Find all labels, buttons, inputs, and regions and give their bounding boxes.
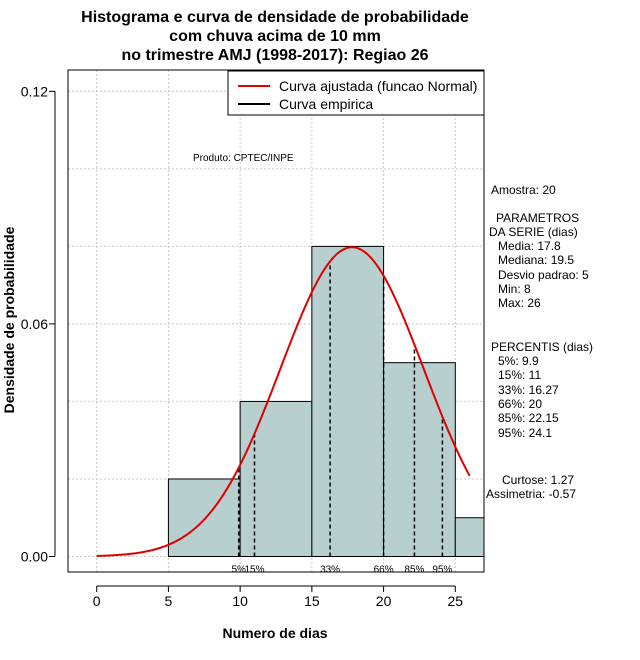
legend-box: [227, 70, 485, 116]
x-tick-label: 10: [232, 593, 248, 609]
statistics-panel: Amostra: 20 PARAMETROS DA SERIE (dias) M…: [486, 183, 593, 501]
curves: [96, 246, 471, 557]
fitted-normal-curve: [96, 246, 471, 557]
x-tick-label: 5: [165, 593, 173, 609]
percentile-lines: 5%15% 33% 66% 85% 95%: [231, 261, 453, 575]
percentile-label: 66%: [374, 564, 394, 575]
y-tick-label: 0.06: [21, 316, 48, 332]
chart-title-line-1: Histograma e curva de densidade de proba…: [81, 9, 469, 26]
kurtosis: Curtose: 1.27: [502, 473, 574, 487]
histogram-bar: [239, 400, 313, 557]
histogram-bar: [454, 517, 485, 557]
x-tick-label: 20: [376, 593, 392, 609]
legend-empirical-label: Curva empirica: [279, 96, 373, 112]
x-tick-label: 0: [93, 593, 101, 609]
chart-title-line-2: com chuva acima de 10 mm: [169, 28, 381, 45]
skewness: Assimetria: -0.57: [486, 487, 576, 501]
param-median: Mediana: 19.5: [498, 253, 574, 267]
percentile-85: 85%: 22.15: [498, 411, 559, 425]
y-axis-label: Densidade de probabilidade: [1, 226, 17, 413]
legend: Curva ajustada (funcao Normal) Curva emp…: [227, 70, 485, 116]
percentile-33: 33%: 16.27: [498, 383, 559, 397]
x-tick-label: 15: [304, 593, 320, 609]
percentile-label: 95%: [432, 564, 452, 575]
percentile-5: 5%: 9.9: [498, 354, 539, 368]
params-title-line-2: DA SERIE (dias): [489, 225, 578, 239]
percentile-label: 85%: [404, 564, 424, 575]
axes: 0 5 10 15 20 25 0.00 0.06 0.12: [21, 83, 464, 609]
y-tick-label: 0.12: [21, 83, 48, 99]
x-axis-label: Numero de dias: [222, 625, 327, 641]
param-max: Max: 26: [498, 296, 541, 310]
histogram-bar: [311, 245, 385, 557]
param-mean: Media: 17.8: [498, 239, 561, 253]
x-tick-label: 25: [448, 593, 464, 609]
sample-size: Amostra: 20: [491, 183, 556, 197]
param-min: Min: 8: [498, 282, 531, 296]
percentile-15: 15%: 11: [498, 368, 541, 382]
param-sd: Desvio padrao: 5: [498, 268, 589, 282]
percentile-label: 15%: [244, 564, 264, 575]
histogram-bar: [383, 362, 456, 557]
percentile-95: 95%: 24.1: [498, 426, 552, 440]
percentile-label: 33%: [320, 564, 340, 575]
histogram-bars: [167, 245, 485, 557]
y-tick-label: 0.00: [21, 548, 48, 564]
plot-frame: [67, 69, 485, 573]
histogram-bar: [167, 478, 241, 557]
percentiles-title: PERCENTIS (dias): [491, 340, 593, 354]
percentile-66: 66%: 20: [498, 397, 542, 411]
params-title-line-1: PARAMETROS: [496, 211, 579, 225]
percentile-label: 5%: [231, 564, 246, 575]
legend-fitted-label: Curva ajustada (funcao Normal): [279, 78, 477, 94]
product-label: Produto: CPTEC/INPE: [193, 153, 294, 164]
chart-title-line-3: no trimestre AMJ (1998-2017): Regiao 26: [121, 47, 428, 64]
